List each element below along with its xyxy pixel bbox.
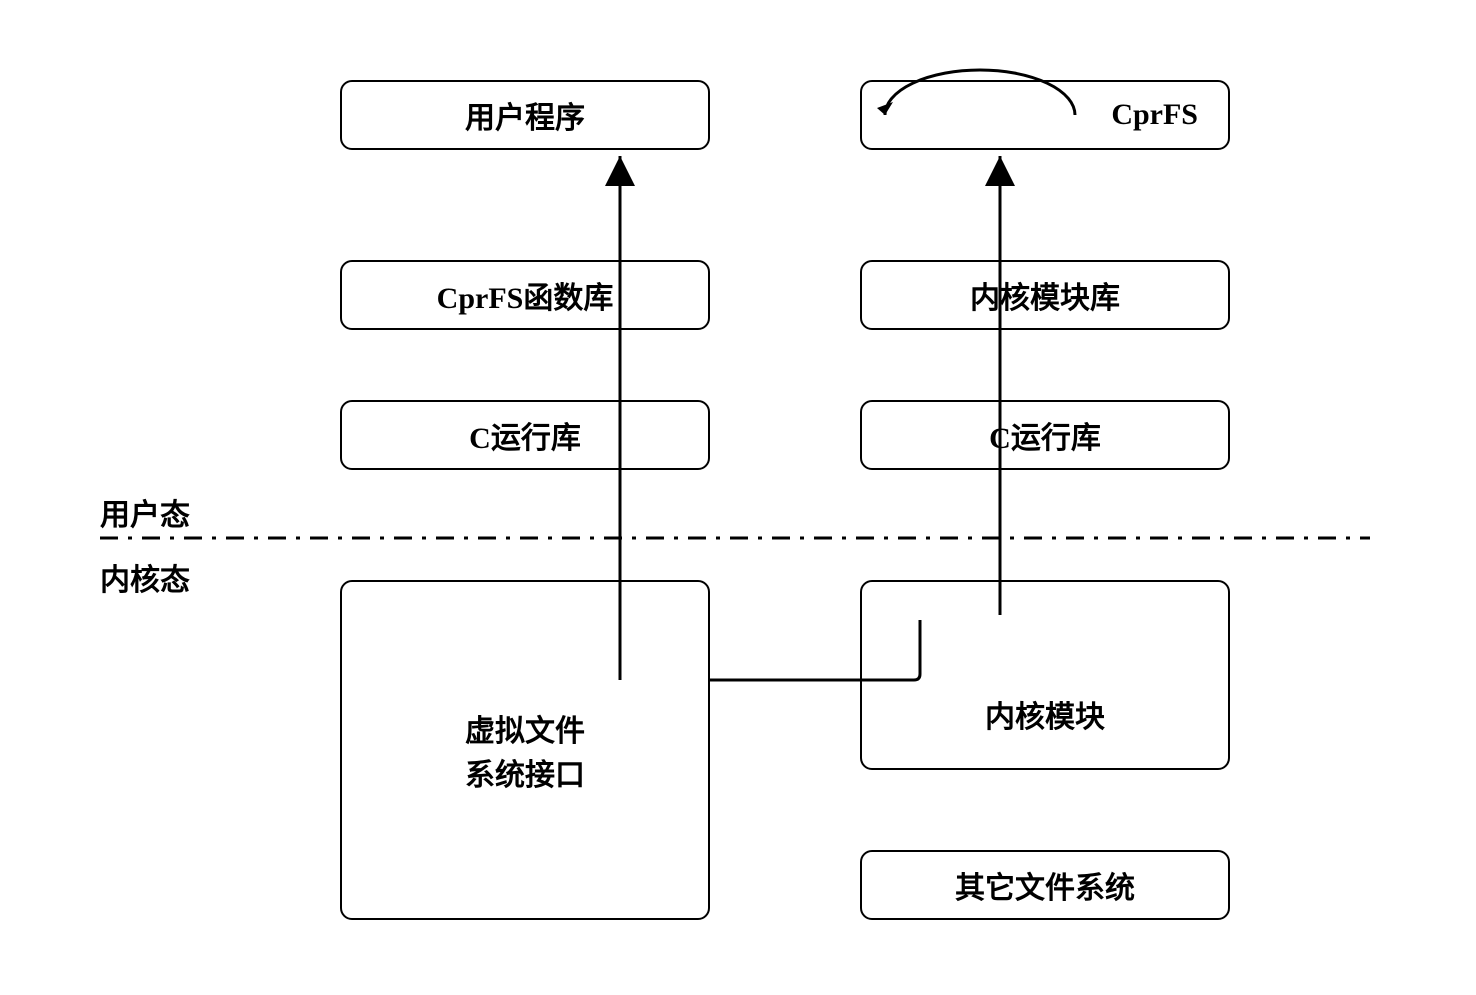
other-fs-label: 其它文件系统 <box>955 863 1135 907</box>
arrows-overlay <box>100 60 1380 960</box>
user-space-text: 用户态 <box>100 499 190 532</box>
kernel-module-lib-box: 内核模块库 <box>860 260 1230 330</box>
c-runtime-left-box: C运行库 <box>340 400 710 470</box>
vfs-interface-label: 虚拟文件 系统接口 <box>465 706 585 794</box>
user-space-label: 用户态 <box>100 490 190 534</box>
cprfs-label: CprFS <box>1111 98 1198 132</box>
user-program-box: 用户程序 <box>340 80 710 150</box>
kernel-space-text: 内核态 <box>100 564 190 597</box>
other-fs-box: 其它文件系统 <box>860 850 1230 920</box>
user-program-label: 用户程序 <box>465 93 585 137</box>
c-runtime-right-box: C运行库 <box>860 400 1230 470</box>
vfs-interface-box: 虚拟文件 系统接口 <box>340 580 710 920</box>
cprfs-lib-box: CprFS函数库 <box>340 260 710 330</box>
cprfs-lib-label: CprFS函数库 <box>437 273 614 317</box>
c-runtime-left-label: C运行库 <box>469 413 581 457</box>
architecture-diagram: 用户态 内核态 用户程序 CprFS函数库 C运行库 虚拟文件 系统接口 Cpr… <box>100 60 1380 960</box>
kernel-module-box: 内核模块 <box>860 580 1230 770</box>
kernel-module-lib-label: 内核模块库 <box>970 273 1120 317</box>
kernel-space-label: 内核态 <box>100 555 190 599</box>
kernel-module-label: 内核模块 <box>985 692 1105 736</box>
cprfs-box: CprFS <box>860 80 1230 150</box>
c-runtime-right-label: C运行库 <box>989 413 1101 457</box>
